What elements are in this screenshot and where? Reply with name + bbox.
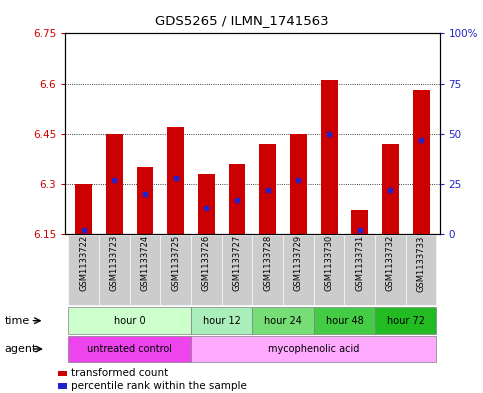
Bar (351, 211, 368, 234)
Text: time: time (5, 316, 30, 326)
Text: hour 0: hour 0 (114, 316, 145, 326)
Bar (228, 164, 245, 234)
Text: hour 12: hour 12 (203, 316, 241, 326)
Text: untreated control: untreated control (87, 344, 172, 354)
Text: hour 24: hour 24 (264, 316, 302, 326)
Bar (167, 127, 184, 234)
Text: GDS5265 / ILMN_1741563: GDS5265 / ILMN_1741563 (155, 14, 328, 27)
Bar (382, 144, 399, 234)
Bar (137, 167, 154, 234)
Text: mycophenolic acid: mycophenolic acid (268, 344, 359, 354)
Bar (106, 134, 123, 234)
Text: hour 48: hour 48 (326, 316, 363, 326)
Bar (259, 144, 276, 234)
Bar (75, 184, 92, 234)
Text: agent: agent (5, 344, 37, 354)
Bar (198, 174, 215, 234)
Bar (412, 90, 429, 234)
Bar (290, 134, 307, 234)
Text: hour 72: hour 72 (387, 316, 425, 326)
Bar (321, 80, 338, 234)
Text: percentile rank within the sample: percentile rank within the sample (71, 381, 247, 391)
Text: transformed count: transformed count (71, 368, 169, 378)
